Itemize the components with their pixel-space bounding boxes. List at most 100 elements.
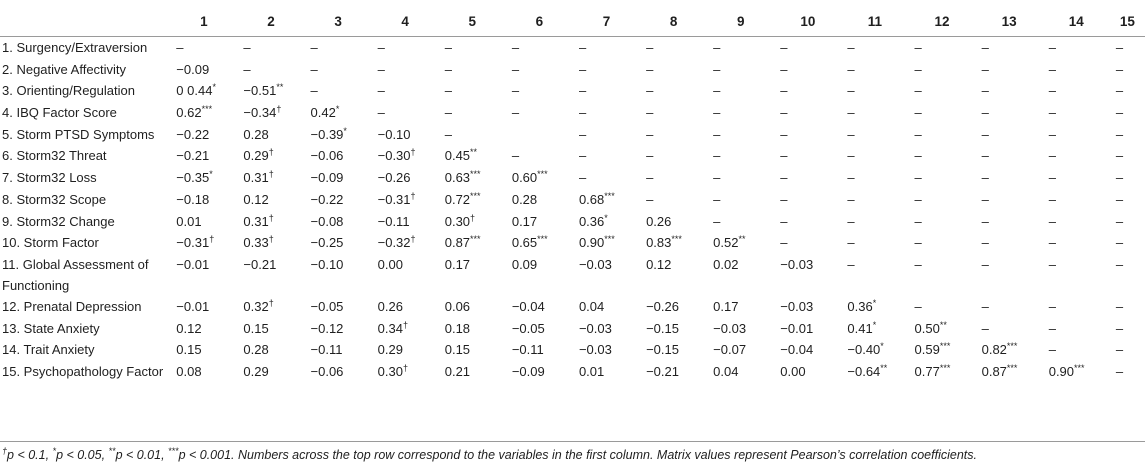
correlation-cell: −0.09 — [511, 363, 545, 379]
correlation-cell: – — [1048, 320, 1056, 336]
column-header-8: 8 — [669, 13, 678, 29]
correlation-cell: – — [578, 61, 587, 77]
correlation-cell: −0.15 — [646, 320, 679, 336]
row-label-text: 13. State Anxiety — [2, 320, 100, 336]
correlation-cell: 0.72*** — [444, 190, 481, 207]
correlation-cell: – — [578, 83, 587, 99]
significance-marker: † — [410, 147, 416, 158]
row-label-text: 4. IBQ Factor Score — [2, 105, 117, 121]
correlation-cell: 0.83*** — [646, 234, 682, 251]
correlation-cell: – — [713, 126, 721, 142]
correlation-cell: −0.51** — [243, 82, 284, 99]
correlation-cell: 0.41* — [847, 319, 877, 336]
correlation-cell: −0.21 — [243, 256, 277, 272]
correlation-cell: – — [914, 170, 922, 186]
correlation-cell: – — [1115, 320, 1124, 336]
correlation-cell: – — [914, 83, 922, 99]
correlation-cell: −0.15 — [646, 342, 679, 358]
correlation-cell: 0.28 — [243, 342, 269, 358]
column-header-15: 15 — [1119, 13, 1135, 29]
correlation-cell: 0.82*** — [981, 341, 1018, 358]
correlation-cell: – — [914, 235, 922, 251]
correlation-cell: 0.31† — [243, 212, 274, 229]
significance-marker: ** — [276, 82, 284, 93]
significance-marker: *** — [939, 362, 951, 373]
correlation-cell: 0.04 — [713, 363, 739, 379]
correlation-cell: 0.59*** — [914, 341, 951, 358]
correlation-cell: – — [780, 235, 788, 251]
correlation-cell: 0.18 — [444, 320, 471, 336]
column-header-11: 11 — [867, 13, 883, 29]
significance-marker: * — [335, 104, 340, 115]
correlation-cell: – — [847, 40, 855, 55]
significance-marker: † — [268, 297, 274, 308]
correlation-cell: – — [578, 105, 587, 121]
correlation-cell: – — [646, 148, 654, 164]
correlation-cell: – — [981, 320, 989, 336]
correlation-cell: −0.03 — [578, 320, 612, 336]
table-row: 8. Storm32 Scope −0.18 0.12 −0.22 −0.31† 0.72… — [0, 189, 1145, 211]
correlation-cell: – — [1048, 170, 1056, 186]
table-footnote: †p < 0.1, *p < 0.05, **p < 0.01, ***p < … — [2, 446, 977, 463]
row-label-text: 2. Negative Affectivity — [2, 61, 127, 77]
correlation-cell: – — [780, 83, 788, 99]
significance-marker: *** — [604, 190, 615, 201]
correlation-cell: −0.22 — [176, 126, 210, 142]
correlation-cell: −0.04 — [780, 342, 814, 358]
correlation-cell: −0.01 — [780, 320, 814, 336]
correlation-cell: – — [1048, 213, 1056, 229]
correlation-cell: 0.34† — [377, 319, 408, 336]
correlation-cell: – — [243, 61, 251, 77]
correlation-cell: – — [176, 40, 184, 55]
correlation-cell: – — [310, 61, 318, 77]
significance-marker: † — [410, 190, 416, 201]
correlation-cell: 0.09 — [511, 256, 538, 272]
correlation-cell: – — [981, 213, 989, 229]
significance-marker: * — [209, 169, 213, 180]
significance-marker: *** — [1074, 362, 1085, 373]
significance-marker: † — [268, 212, 274, 223]
table-row: 7. Storm32 Loss −0.35* 0.31† −0.09 −0.26 0.63… — [0, 167, 1145, 189]
correlation-cell: 0.31† — [243, 169, 274, 186]
significance-marker: ** — [470, 147, 478, 158]
correlation-cell: 0.06 — [444, 298, 471, 314]
correlation-cell: – — [578, 170, 587, 186]
correlation-cell: – — [646, 105, 654, 121]
correlation-cell: – — [511, 40, 520, 55]
correlation-cell: – — [1048, 342, 1056, 358]
correlation-cell: −0.21 — [646, 363, 679, 379]
correlation-matrix-table: 1 2 3 4 5 6 7 8 9 10 11 12 13 14 15 1. Surgency/Extrav… — [0, 6, 1145, 383]
row-label: 5. Storm PTSD Symptoms — [0, 124, 170, 146]
table-row: 12. Prenatal Depression −0.01 0.32† −0.05 0.… — [0, 296, 1145, 318]
correlation-cell: – — [780, 61, 788, 77]
correlation-cell: – — [713, 148, 721, 164]
correlation-cell: 0.00 — [780, 363, 806, 379]
correlation-cell: 0.45** — [444, 147, 478, 164]
significance-marker: * — [212, 82, 216, 93]
correlation-cell: 0.01 — [578, 363, 605, 379]
correlation-cell: 0.42* — [310, 104, 340, 121]
correlation-cell: – — [981, 126, 989, 142]
correlation-cell: 0 0.44* — [176, 82, 216, 99]
correlation-cell: – — [1115, 40, 1124, 55]
correlation-cell — [506, 124, 573, 146]
row-label-text: 3. Orienting/Regulation — [2, 83, 135, 99]
correlation-cell: −0.10 — [310, 256, 344, 272]
significance-marker: *** — [1006, 362, 1018, 373]
correlation-cell: 0.17 — [713, 298, 739, 314]
correlation-cell: −0.10 — [377, 126, 411, 142]
correlation-cell: – — [847, 105, 855, 121]
correlation-cell: – — [377, 61, 385, 77]
correlation-cell: 0.28 — [243, 126, 269, 142]
significance-marker: † — [410, 234, 416, 245]
row-label: 11. Global Assessment of Functioning — [0, 254, 170, 296]
correlation-cell: 0.12 — [646, 256, 672, 272]
row-label: 2. Negative Affectivity — [0, 59, 170, 81]
correlation-cell: – — [511, 61, 520, 77]
significance-marker: ** — [108, 446, 116, 456]
row-label: 13. State Anxiety — [0, 318, 170, 340]
correlation-cell: −0.21 — [176, 148, 210, 164]
correlation-cell: – — [847, 235, 855, 251]
correlation-cell: 0.00 — [377, 256, 403, 272]
